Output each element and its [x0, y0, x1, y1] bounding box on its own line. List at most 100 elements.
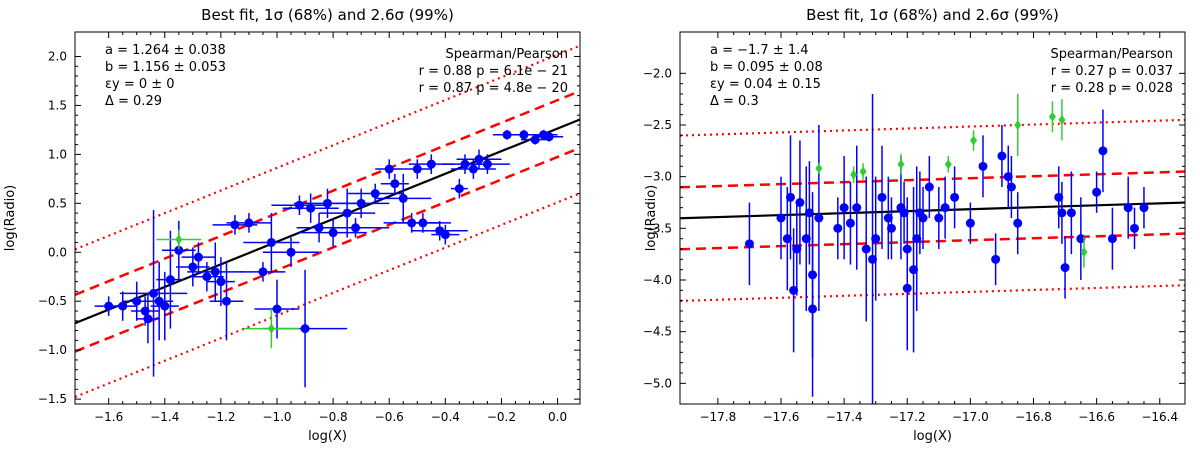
p2-plot: −17.8 −17.6 −17.4 −17.2 −17.0 −16.8 −16.6 −16.4… [643, 6, 1186, 444]
p2-x-tick-label-5: −17.0 [952, 410, 989, 424]
p2-stat-4: Δ = 0.3 [710, 94, 759, 109]
p2-special-point-6-marker [970, 135, 978, 146]
p1-x-axis-label: log(X) [308, 429, 347, 444]
p2-sources-point-50 [1123, 176, 1133, 239]
p2-sources-point-14-marker [839, 203, 849, 213]
p2-sources-point-21-marker [883, 213, 893, 223]
p2-y-axis: −5.0 −4.5 −4.0 −3.5 −3.0 −2.5 −2.0 [643, 66, 1185, 390]
p1-x-tick-label-8: −0.2 [487, 410, 516, 424]
p1-sources-point-42-marker [454, 184, 464, 194]
p1-sources-point-25-marker [306, 203, 316, 213]
p2-sources-point-3-marker [782, 234, 792, 244]
p1-sources-point-31-marker [356, 198, 366, 208]
p2-sources-point-42 [1054, 166, 1064, 229]
p1-sources-point-21-marker [272, 304, 282, 314]
p2-x-tick-label-6: −16.8 [1015, 410, 1052, 424]
p1-y-tick-label-6: 1.0 [48, 147, 67, 161]
p2-sources-point-13 [833, 197, 843, 260]
p1-x-tick-label-2: −1.4 [150, 410, 179, 424]
p2-special-point-6 [970, 130, 978, 151]
p2-sources-point-28 [912, 166, 922, 311]
p2-sources-point-41 [1013, 192, 1023, 255]
p2-special-point-3 [859, 163, 867, 180]
p2-sources-point-31 [924, 156, 934, 218]
p2-sources-point-21 [883, 176, 893, 260]
p2-sources-point-26 [902, 226, 912, 351]
p2-sources-point-2-marker [776, 213, 786, 223]
p1-sources-point-30 [321, 218, 390, 238]
p2-sources-point-22-marker [886, 223, 896, 233]
p2-sources-point-18-marker [868, 254, 878, 264]
p1-corr-3: r = 0.87 p = 4.8e − 20 [419, 81, 568, 96]
p1-sources-point-9 [156, 230, 185, 329]
p2-y-tick-label-7: −2.0 [643, 66, 672, 80]
p2-x-axis-label: log(X) [913, 429, 952, 444]
p2-sources-point-16 [852, 145, 862, 270]
p2-sources-point-22 [886, 197, 896, 260]
p2-sources-point-13-marker [833, 223, 843, 233]
p2-sources-point-20 [877, 145, 887, 249]
p1-sources-point-24-marker [300, 324, 310, 334]
p2-sources-point-40-marker [1006, 182, 1016, 192]
p1-y-axis-label: log(Radio) [3, 185, 18, 252]
p1-x-axis: −1.6 −1.4 −1.2 −1.0 −0.8 −0.6 −0.4 −0.2 0.0 [94, 32, 567, 424]
p2-sources-point-8 [801, 166, 811, 311]
p1-sources-point-32 [347, 183, 404, 204]
p1-plot: −1.6 −1.4 −1.2 −1.0 −0.8 −0.6 −0.4 −0.2 0.0−1.5−… [3, 6, 581, 444]
p2-corr-1: Spearman/Pearson [1051, 47, 1173, 62]
p1-sources-point-9-marker [165, 275, 175, 285]
p1-sources-point-11 [176, 247, 210, 287]
p1-band-99-lower [75, 192, 580, 399]
p2-sources-point-3 [782, 187, 792, 291]
p2-band-1sigma-lower [680, 232, 1185, 251]
p1-x-tick-label-4: −1.0 [262, 410, 291, 424]
p2-stat-3: εy = 0.04 ± 0.15 [710, 77, 821, 92]
p2-stat-1: a = −1.7 ± 1.4 [710, 43, 809, 58]
p2-special-point-10-marker [1080, 247, 1088, 258]
p2-sources-point-47-marker [1092, 187, 1102, 197]
p2-sources-point-28-marker [912, 234, 922, 244]
p2-y-tick-label-5: −3.0 [643, 170, 672, 184]
p1-x-tick-label-1: −1.6 [94, 410, 123, 424]
p1-y-tick-label-1: −1.5 [38, 392, 67, 406]
p2-sources-point-5-marker [789, 285, 799, 295]
p1-sources-point-13 [190, 262, 224, 292]
p2-special-point-4 [897, 153, 905, 175]
p2-sources-point-36 [978, 135, 988, 198]
p2-sources-point-1-marker [744, 239, 754, 249]
p1-sources-point-29 [319, 188, 376, 238]
p1-sources-point-47-marker [502, 130, 512, 140]
p2-sources-point-52 [1139, 187, 1149, 229]
p1-sources-point-12-marker [193, 252, 203, 262]
p2-sources-point-34 [950, 166, 960, 229]
p1-sources-point-48-marker [519, 130, 529, 140]
p1-sources-point-10-marker [174, 245, 184, 255]
p1-sources-point-14-marker [210, 267, 220, 277]
p2-sources-point-7 [795, 140, 805, 265]
p1-sources-point-41-marker [440, 230, 450, 240]
p2-sources-point-18 [868, 94, 878, 404]
p2-sources-point-36-marker [978, 161, 988, 171]
p2-sources-point-35-marker [965, 218, 975, 228]
p2-sources-point-35 [965, 202, 975, 244]
p2-stat-2: b = 0.095 ± 0.08 [710, 60, 823, 75]
p1-sources-point-44 [450, 159, 496, 179]
p1-sources-point-38-marker [418, 218, 428, 228]
p1-sources-point-11-marker [188, 262, 198, 272]
p2-special-point-5 [944, 156, 952, 173]
p1-x-tick-label-5: −0.8 [319, 410, 348, 424]
p2-sources-point-41-marker [1013, 218, 1023, 228]
p1-sources-point-45 [456, 149, 502, 170]
p2-y-tick-label-4: −3.5 [643, 221, 672, 235]
p2-sources-point-4 [785, 135, 795, 260]
p1-sources-point-25 [282, 193, 339, 223]
p1-sources-point-27-marker [323, 198, 332, 208]
p1-special-point-1-marker [175, 234, 183, 245]
p2-band-99-upper [680, 118, 1185, 137]
p2-sources-point-27-marker [909, 265, 919, 275]
p1-band-99-upper [75, 44, 580, 251]
p1-sources-point-44-marker [468, 164, 478, 174]
p2-sources-point-24-marker [899, 208, 909, 218]
p1-sources-point-30-marker [351, 223, 361, 233]
